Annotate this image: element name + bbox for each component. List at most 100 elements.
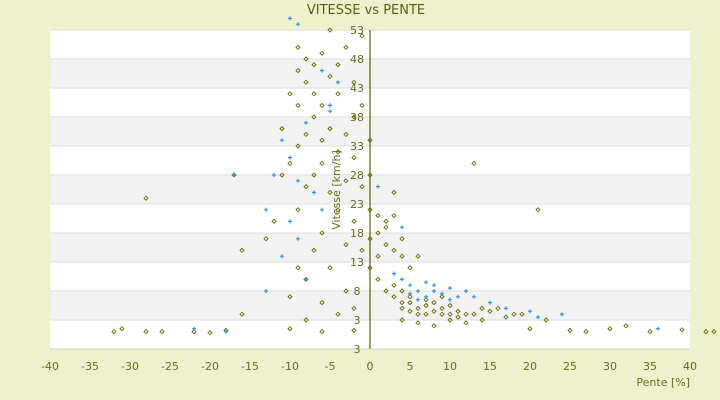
data-point	[560, 312, 564, 317]
data-point	[239, 247, 245, 254]
data-point	[280, 138, 284, 143]
data-point	[416, 289, 420, 293]
data-point	[143, 328, 149, 335]
data-point	[287, 160, 293, 167]
data-point	[207, 330, 213, 336]
data-point	[399, 317, 405, 323]
data-point	[431, 323, 437, 329]
data-point	[224, 329, 228, 334]
data-point	[288, 219, 292, 224]
data-point	[351, 327, 357, 334]
data-point	[359, 102, 365, 109]
x-tick-label: 0	[367, 360, 374, 373]
data-point	[327, 27, 333, 33]
axes	[50, 30, 690, 350]
data-point	[623, 323, 629, 329]
data-point	[567, 327, 573, 334]
data-point	[111, 328, 117, 335]
data-point	[463, 320, 469, 326]
data-point	[343, 131, 349, 138]
data-point	[471, 311, 477, 317]
y-tick-label: 48	[350, 53, 364, 66]
data-point	[383, 288, 389, 294]
y-tick-label: 28	[350, 169, 364, 182]
data-point	[312, 190, 316, 195]
data-point	[399, 253, 405, 259]
data-point	[399, 299, 405, 306]
y-tick-label: 53	[350, 24, 364, 37]
data-point	[439, 305, 445, 312]
data-point	[335, 311, 341, 317]
x-tick-label: -10	[281, 360, 299, 373]
y-tick-label: 18	[350, 227, 364, 240]
data-point	[464, 289, 468, 293]
data-point	[431, 299, 437, 306]
data-point	[327, 125, 333, 132]
data-point	[439, 311, 445, 317]
data-point	[272, 173, 276, 177]
data-point	[407, 299, 413, 306]
data-point	[408, 291, 412, 296]
data-point	[335, 62, 341, 68]
data-point	[527, 326, 533, 332]
data-point	[440, 291, 444, 296]
data-point	[303, 56, 309, 62]
data-point	[263, 236, 269, 242]
data-point	[288, 16, 292, 21]
data-point	[432, 283, 436, 288]
x-tick-label: 25	[563, 360, 577, 373]
data-point	[583, 328, 589, 335]
data-point	[295, 67, 301, 74]
data-point	[375, 230, 381, 236]
data-point	[327, 73, 333, 80]
data-point	[439, 294, 445, 300]
data-point	[383, 224, 389, 230]
data-point	[416, 297, 420, 302]
data-point	[511, 311, 517, 317]
data-point	[400, 225, 404, 230]
data-point	[336, 80, 340, 85]
data-point	[303, 131, 309, 138]
data-point	[391, 282, 397, 288]
data-point	[391, 294, 397, 300]
data-point	[423, 311, 429, 317]
data-point	[328, 103, 332, 108]
data-point	[479, 305, 485, 312]
data-point	[319, 328, 325, 335]
data-point	[296, 178, 300, 183]
data-point	[479, 317, 485, 323]
y-tick-label: 33	[350, 140, 364, 153]
data-point	[536, 315, 540, 320]
data-point	[424, 280, 428, 285]
data-point	[535, 207, 541, 213]
data-point	[456, 294, 460, 299]
data-point	[351, 79, 357, 85]
data-point	[335, 207, 341, 213]
y-tick-label: 23	[350, 198, 364, 211]
data-point	[304, 277, 308, 282]
data-point	[351, 305, 357, 312]
data-point	[415, 305, 421, 312]
x-tick-label: -35	[81, 360, 99, 373]
data-point	[287, 326, 293, 332]
y-tick-label: 38	[350, 111, 364, 124]
data-point	[351, 154, 357, 161]
data-point	[264, 207, 268, 212]
data-point	[679, 327, 685, 333]
data-point	[311, 91, 317, 97]
y-tick-label: 8	[354, 285, 361, 298]
y-tick-label: 43	[350, 82, 364, 95]
data-point	[543, 317, 549, 323]
data-point	[415, 311, 421, 317]
data-point	[279, 172, 285, 178]
data-point	[191, 328, 197, 335]
data-point	[488, 300, 492, 305]
data-point	[239, 311, 245, 317]
data-point	[519, 311, 525, 317]
data-point	[328, 109, 332, 114]
x-axis-label: Pente [%]	[636, 376, 690, 389]
data-point	[647, 328, 653, 335]
data-point	[343, 241, 349, 248]
